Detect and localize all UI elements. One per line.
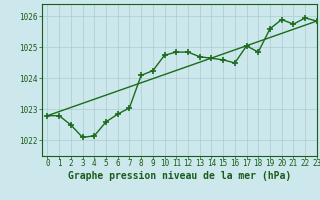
X-axis label: Graphe pression niveau de la mer (hPa): Graphe pression niveau de la mer (hPa): [68, 171, 291, 181]
